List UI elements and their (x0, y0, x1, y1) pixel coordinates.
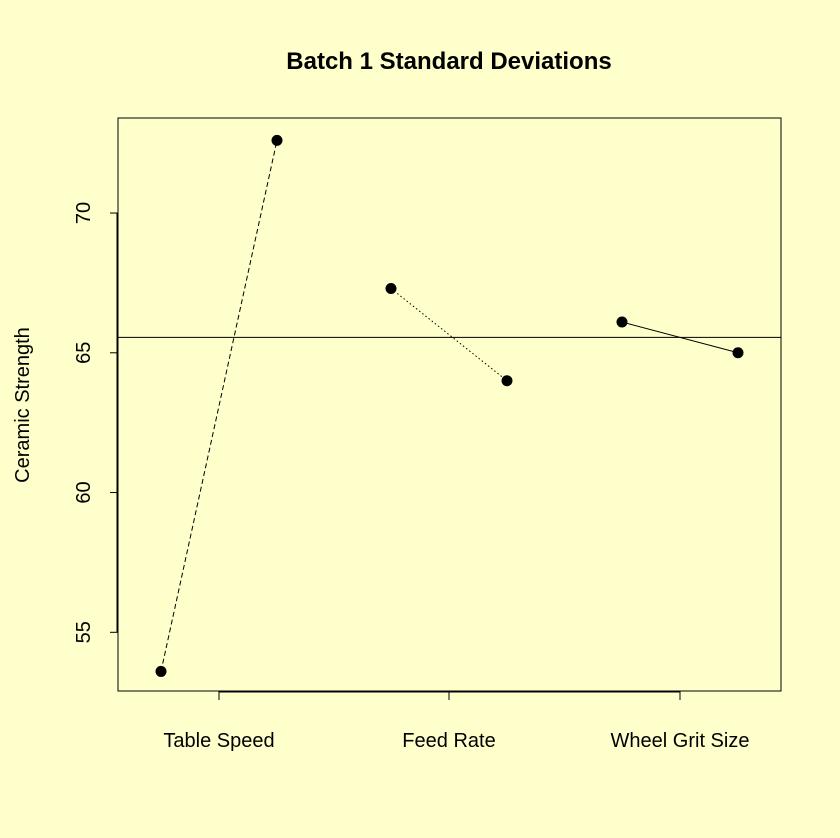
x-tick-label: Wheel Grit Size (611, 730, 750, 752)
y-tick-label: 65 (73, 342, 95, 364)
data-point (732, 347, 744, 359)
x-ticks: Table Speed Feed Rate Wheel Grit Size (163, 691, 749, 752)
data-point (155, 665, 167, 677)
data-point (271, 134, 283, 146)
x-tick-label: Feed Rate (402, 730, 495, 752)
plot-frame (117, 117, 782, 692)
y-tick-label: 55 (73, 621, 95, 643)
data-point (616, 316, 628, 328)
y-tick-label: 70 (73, 202, 95, 224)
data-point (501, 375, 513, 387)
series-layer (155, 134, 744, 677)
x-tick-label: Table Speed (163, 730, 274, 752)
series-line (160, 140, 278, 672)
chart-title: Batch 1 Standard Deviations (286, 48, 611, 75)
series-line (390, 288, 508, 382)
y-tick-label: 60 (73, 481, 95, 503)
data-point (385, 283, 397, 295)
y-axis-label: Ceramic Strength (12, 327, 34, 483)
y-ticks: 55 60 65 70 (73, 202, 118, 643)
series-line (621, 321, 739, 354)
